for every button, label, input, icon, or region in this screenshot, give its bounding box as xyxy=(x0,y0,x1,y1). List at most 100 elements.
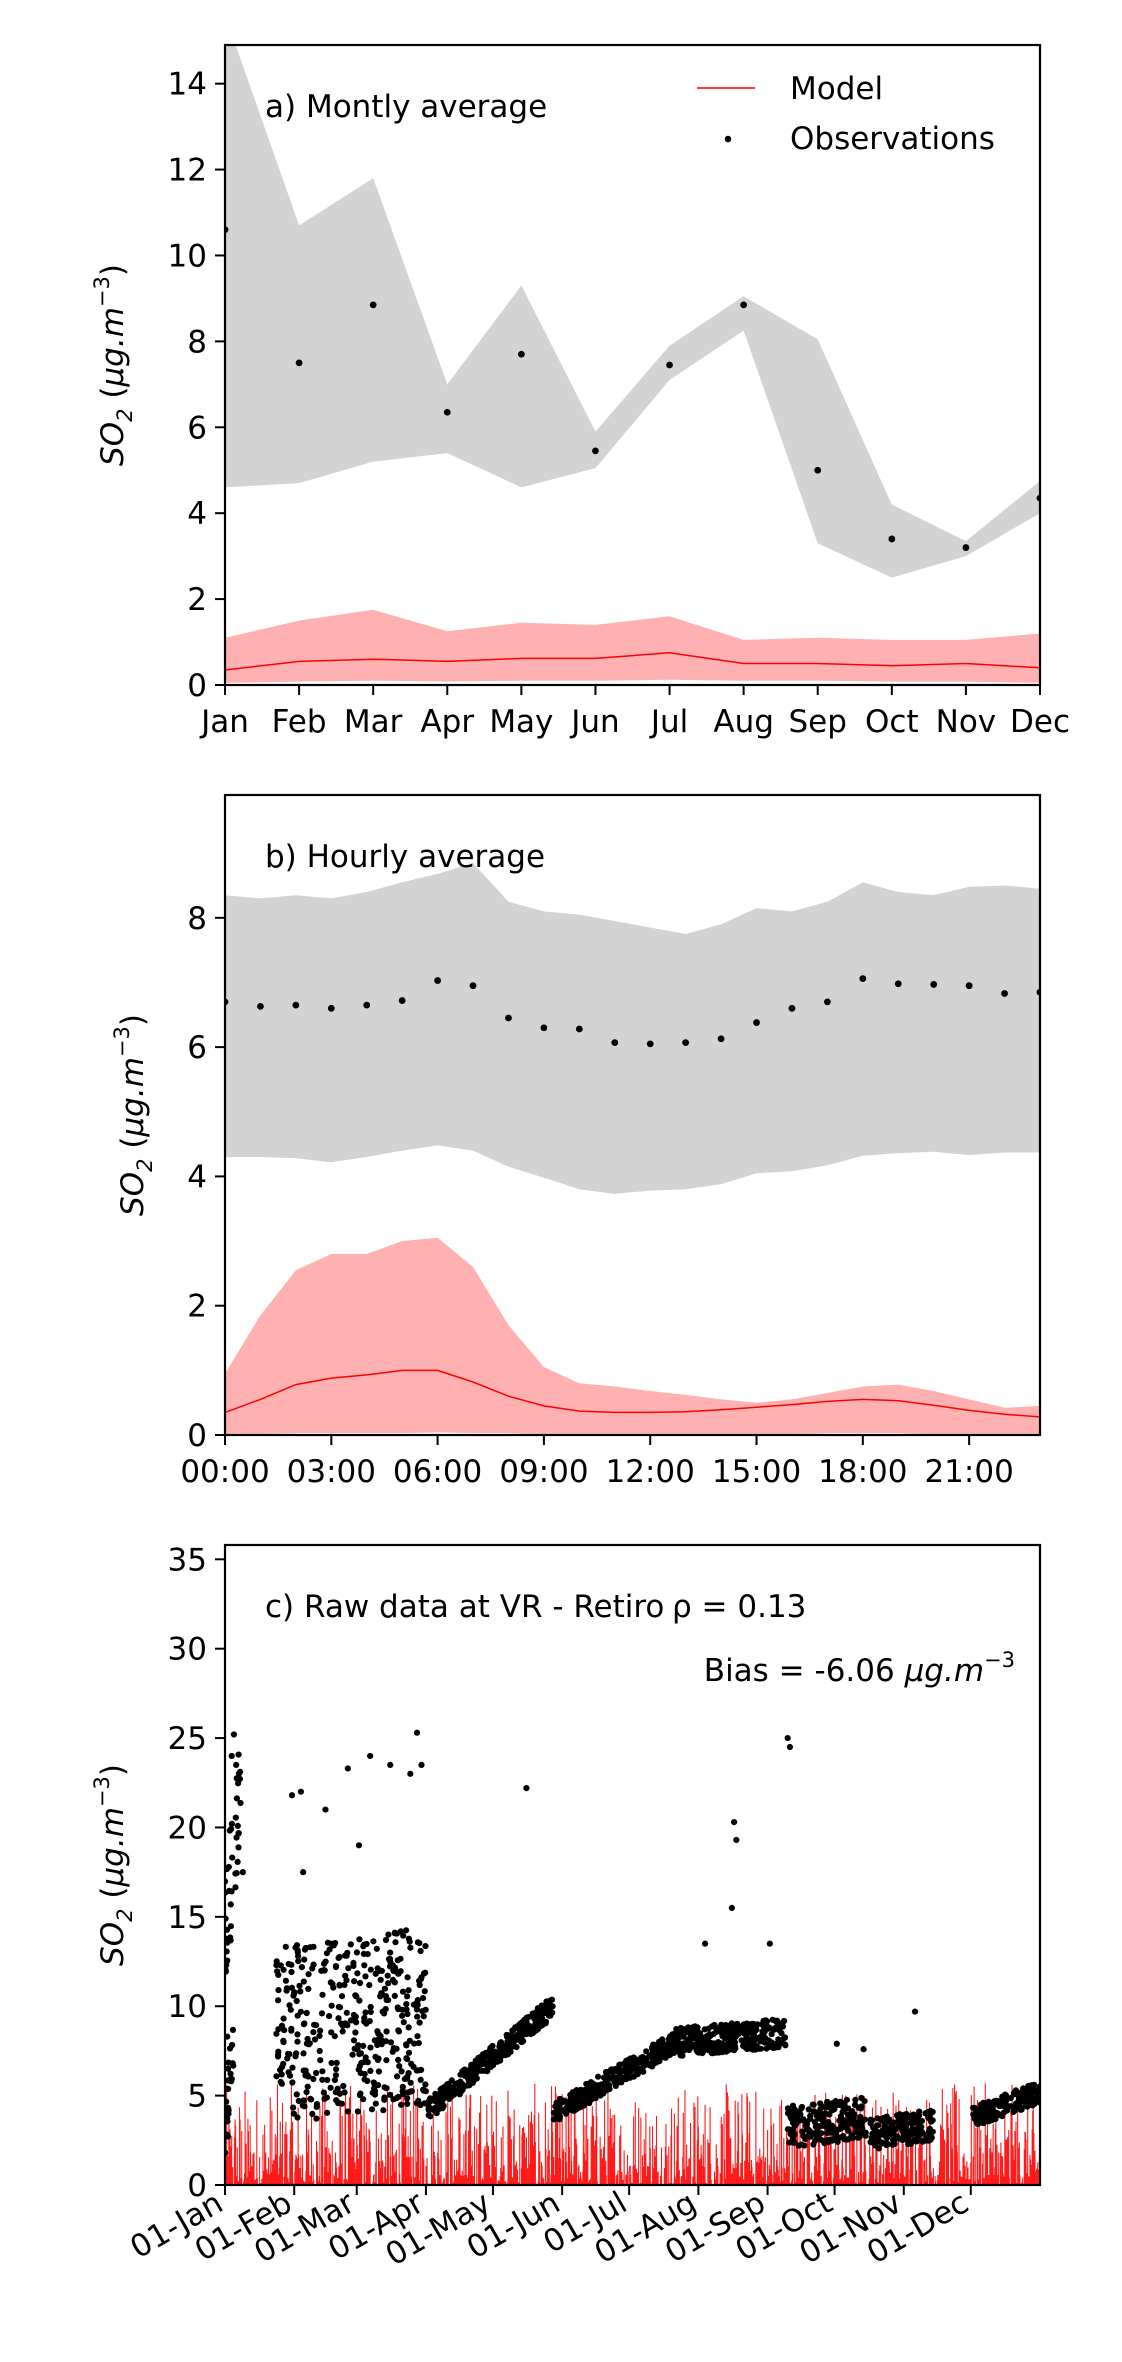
observation-point xyxy=(417,1947,424,1955)
observation-point xyxy=(391,1992,398,1999)
observation-point xyxy=(345,1965,352,1972)
observation-point xyxy=(775,2044,782,2051)
observation-point xyxy=(768,2031,775,2038)
observation-point xyxy=(313,2103,320,2110)
panel-b-ytick-label: 6 xyxy=(187,1030,207,1066)
observation-point xyxy=(416,1940,423,1947)
observation-point xyxy=(351,1978,358,1985)
observation-point xyxy=(406,2037,413,2044)
observation-point xyxy=(393,1930,400,1937)
observation-point xyxy=(399,1988,407,1995)
observation-point xyxy=(330,1942,337,1949)
observation-point xyxy=(328,2029,335,2036)
observation-point xyxy=(519,2019,526,2026)
observation-point xyxy=(318,2010,326,2017)
observation-point xyxy=(229,1854,236,1861)
observation-point xyxy=(520,2038,527,2045)
observation-point xyxy=(763,2045,770,2052)
observation-point xyxy=(387,2091,394,2098)
observation-point xyxy=(225,2110,232,2117)
observation-point xyxy=(762,2017,770,2024)
observation-point xyxy=(313,2069,320,2077)
observation-point xyxy=(394,2073,401,2080)
observation-point xyxy=(281,2027,288,2034)
observations-range-band xyxy=(225,862,1040,1194)
observation-point xyxy=(307,1944,314,1951)
observation-point xyxy=(305,1985,312,1992)
observation-point xyxy=(730,2034,737,2041)
observation-point xyxy=(579,2097,586,2104)
observation-point xyxy=(901,2111,908,2118)
panel-b-xtick-label: 15:00 xyxy=(712,1454,801,1490)
observation-point xyxy=(352,2013,359,2020)
observation-point xyxy=(289,2064,296,2071)
observation-point xyxy=(798,2104,805,2111)
observation-point xyxy=(228,2075,235,2083)
observation-point xyxy=(761,2039,768,2046)
observation-point xyxy=(227,1901,234,1908)
observation-point xyxy=(798,2141,805,2148)
observation-point xyxy=(722,2022,729,2029)
observation-point xyxy=(403,2001,410,2008)
observation-point xyxy=(795,2117,802,2124)
observation-point xyxy=(736,2023,743,2030)
observation-point xyxy=(646,2053,653,2060)
observation-point xyxy=(791,2122,799,2129)
observation-point xyxy=(685,2036,693,2043)
panel-b-hourly: 0 2 4 6 8 00:00 03:00 06:00 09:00 12:00 15:00 18:0… xyxy=(110,793,1042,1490)
observation-point xyxy=(382,2038,390,2045)
observation-point xyxy=(484,2062,491,2069)
observation-point xyxy=(282,1943,289,1950)
observation-point xyxy=(418,2066,425,2073)
panel-a-xtick-label: Dec xyxy=(1010,704,1070,740)
observation-point xyxy=(398,2101,405,2108)
observation-point xyxy=(1018,2106,1025,2113)
observation-point xyxy=(391,1979,398,1986)
observation-point xyxy=(667,2033,674,2040)
observation-point xyxy=(919,2137,927,2144)
observation-point xyxy=(300,1978,307,1985)
observation-point xyxy=(422,1969,429,1976)
panel-a-xtick-label: Jun xyxy=(569,704,619,740)
observation-point xyxy=(405,2070,412,2077)
observation-point xyxy=(400,2090,407,2098)
observation-point xyxy=(300,2097,307,2104)
observation-point xyxy=(371,2088,379,2095)
observation-point xyxy=(666,361,673,369)
observation-point xyxy=(316,2047,323,2055)
observation-point xyxy=(403,2042,410,2049)
panel-c-y-axis-label: SO2 (µg.m−3) xyxy=(90,1764,137,1966)
observation-point xyxy=(1002,2102,1009,2109)
observation-point xyxy=(275,2051,282,2058)
observation-point xyxy=(304,2083,311,2090)
observation-point xyxy=(504,2047,511,2054)
observation-point xyxy=(531,2015,538,2022)
observation-point xyxy=(594,2083,601,2090)
observation-point xyxy=(332,1963,340,1970)
observation-point xyxy=(331,2033,338,2040)
panel-a-xtick-label: Mar xyxy=(344,704,403,740)
observation-point xyxy=(1011,2107,1018,2114)
observation-point xyxy=(373,1945,380,1952)
observation-point xyxy=(497,2047,504,2054)
observation-point xyxy=(404,1993,411,2000)
observation-point xyxy=(339,2028,346,2035)
observation-point xyxy=(583,2080,590,2088)
observation-point xyxy=(352,1992,359,1999)
observation-point xyxy=(324,2076,331,2084)
observation-point xyxy=(257,1002,264,1010)
panel-a-ytick-label: 14 xyxy=(168,67,207,103)
observation-point xyxy=(303,2089,310,2096)
observation-point xyxy=(356,1997,363,2004)
observation-point xyxy=(572,2103,579,2110)
observation-point xyxy=(820,2121,827,2128)
observation-point xyxy=(857,2116,864,2123)
observation-point xyxy=(730,1818,738,1826)
observation-point xyxy=(474,2057,481,2064)
observation-point xyxy=(884,2141,892,2148)
observation-point xyxy=(332,2089,339,2096)
observation-point xyxy=(624,2068,631,2075)
observation-point xyxy=(303,2040,310,2047)
observation-point xyxy=(382,2006,389,2013)
